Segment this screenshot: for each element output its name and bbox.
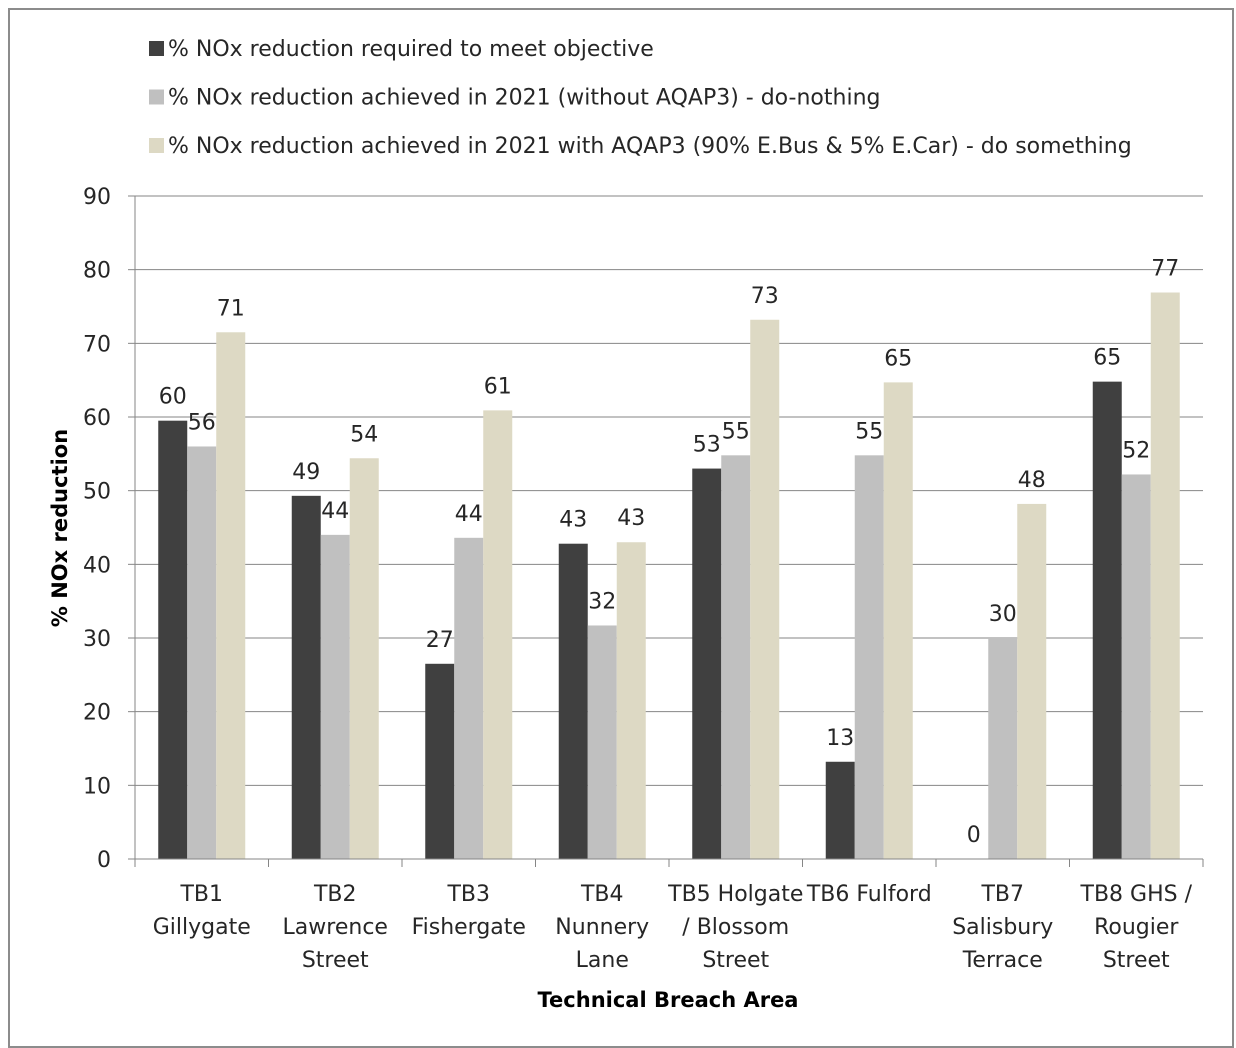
bar-s1-c1 (158, 420, 188, 859)
x-category-label: TB6 Fulford (806, 882, 932, 907)
data-label: 65 (1093, 346, 1121, 371)
y-tick-label: 0 (97, 848, 111, 873)
data-label: 13 (826, 726, 854, 751)
data-label: 48 (1018, 468, 1046, 493)
bar-s3-c8 (1150, 292, 1180, 860)
y-tick-label: 40 (83, 553, 111, 578)
x-category-label: TB5 Holgate / Blossom Street (667, 882, 803, 973)
bar-s3-c1 (216, 332, 246, 859)
bar-s1-c4 (558, 543, 588, 859)
x-category-label: TB1 Gillygate (153, 882, 251, 940)
data-label: 73 (751, 284, 779, 309)
bars: 60 49 27 43 53 13 0 65 56 44 44 32 55 55 30 52 71 54 61 43 7… (158, 257, 1180, 860)
data-label: 44 (455, 502, 483, 527)
data-label: 71 (217, 296, 245, 321)
y-tick-label: 50 (83, 480, 111, 505)
data-label: 60 (159, 385, 187, 410)
data-label: 27 (426, 628, 454, 653)
data-label: 43 (617, 506, 645, 531)
bar-s2-c4 (587, 625, 617, 859)
bar-s2-c7 (988, 638, 1018, 859)
axes: 0 10 20 30 40 50 60 70 80 90 TB1 Gillygate TB2 Lawren… (83, 185, 1204, 973)
y-tick-label: 20 (83, 701, 111, 726)
legend-swatch-1 (149, 41, 164, 56)
data-label: 43 (559, 508, 587, 533)
x-category-label: TB2 Lawrence Street (283, 882, 388, 973)
data-label: 55 (722, 419, 750, 444)
bar-s1-c6 (825, 761, 855, 859)
legend-swatch-3 (149, 138, 164, 153)
legend-label-3: % NOx reduction achieved in 2021 with AQ… (168, 134, 1132, 159)
data-label: 30 (989, 602, 1017, 627)
data-label: 44 (321, 499, 349, 524)
x-category-label: TB8 GHS / Rougier Street (1080, 882, 1193, 973)
data-label: 56 (188, 410, 216, 435)
bar-s2-c2 (320, 534, 350, 859)
bar-s3-c2 (349, 458, 379, 859)
bar-s3-c5 (750, 319, 780, 859)
y-tick-label: 80 (83, 259, 111, 284)
x-axis-title: Technical Breach Area (538, 988, 799, 1012)
data-label: 65 (884, 346, 912, 371)
legend-label-1: % NOx reduction required to meet objecti… (168, 37, 654, 62)
data-label: 53 (693, 433, 721, 458)
x-category-label: TB3 Fishergate (412, 882, 526, 940)
bar-s1-c8 (1092, 381, 1122, 859)
x-category-label: TB7 Salisbury Terrace (952, 882, 1053, 973)
legend: % NOx reduction required to meet objecti… (149, 37, 1132, 159)
data-label: 32 (588, 589, 616, 614)
legend-label-2: % NOx reduction achieved in 2021 (withou… (168, 86, 880, 111)
y-tick-label: 90 (83, 185, 111, 210)
data-label: 49 (292, 460, 320, 485)
y-tick-label: 60 (83, 406, 111, 431)
y-tick-label: 70 (83, 332, 111, 357)
data-label: 0 (967, 823, 981, 848)
bar-s3-c6 (883, 382, 913, 859)
data-label: 54 (350, 422, 378, 447)
data-label: 61 (484, 374, 512, 399)
bar-s3-c4 (616, 542, 646, 859)
y-tick-label: 30 (83, 627, 111, 652)
data-label: 55 (855, 419, 883, 444)
bar-s1-c3 (425, 663, 455, 859)
bar-s1-c2 (291, 495, 321, 859)
x-category-label: TB4 Nunnery Lane (555, 882, 649, 973)
bar-s3-c3 (483, 410, 513, 859)
bar-s2-c5 (721, 455, 751, 859)
legend-swatch-2 (149, 89, 164, 105)
bar-s2-c3 (454, 537, 484, 859)
bar-s3-c7 (1017, 503, 1047, 859)
data-label: 77 (1151, 257, 1179, 282)
bar-s1-c5 (692, 468, 722, 859)
bar-s2-c8 (1121, 474, 1151, 859)
bar-s2-c6 (854, 455, 884, 859)
y-tick-label: 10 (83, 774, 111, 799)
data-label: 52 (1122, 438, 1150, 463)
bar-s2-c1 (187, 446, 217, 859)
y-axis-title: % NOx reduction (48, 429, 72, 627)
